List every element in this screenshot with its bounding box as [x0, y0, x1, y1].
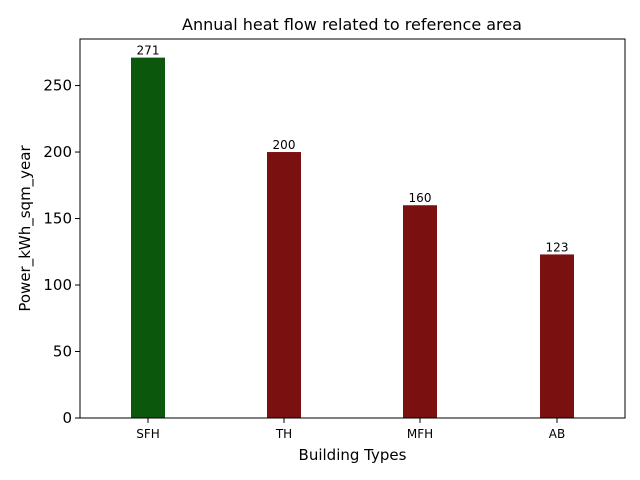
- x-tick-label-th: TH: [275, 427, 292, 441]
- y-tick-label: 50: [53, 343, 72, 361]
- bar-th: [267, 152, 301, 418]
- x-tick-label-ab: AB: [549, 427, 565, 441]
- data-label-mfh: 160: [409, 191, 432, 205]
- data-label-sfh: 271: [137, 44, 160, 58]
- x-tick-label-mfh: MFH: [407, 427, 433, 441]
- x-axis-label: Building Types: [299, 446, 407, 464]
- y-tick-label: 250: [43, 77, 72, 95]
- y-axis-label: Power_kWh_sqm_year: [16, 145, 35, 312]
- bar-ab: [540, 254, 574, 418]
- plot-area: 271 200 160 123 0 50 100 150 200 250 SFH TH MFH AB: [43, 44, 574, 441]
- plot-frame: [79, 38, 626, 419]
- bar-sfh: [131, 57, 165, 418]
- x-tick-label-sfh: SFH: [136, 427, 160, 441]
- y-tick-label: 0: [62, 409, 72, 427]
- y-tick-label: 200: [43, 143, 72, 161]
- chart-title: Annual heat flow related to reference ar…: [182, 15, 522, 34]
- y-tick-label: 100: [43, 276, 72, 294]
- data-label-th: 200: [273, 138, 296, 152]
- bar-mfh: [403, 205, 437, 418]
- y-tick-label: 150: [43, 210, 72, 228]
- data-label-ab: 123: [546, 240, 569, 254]
